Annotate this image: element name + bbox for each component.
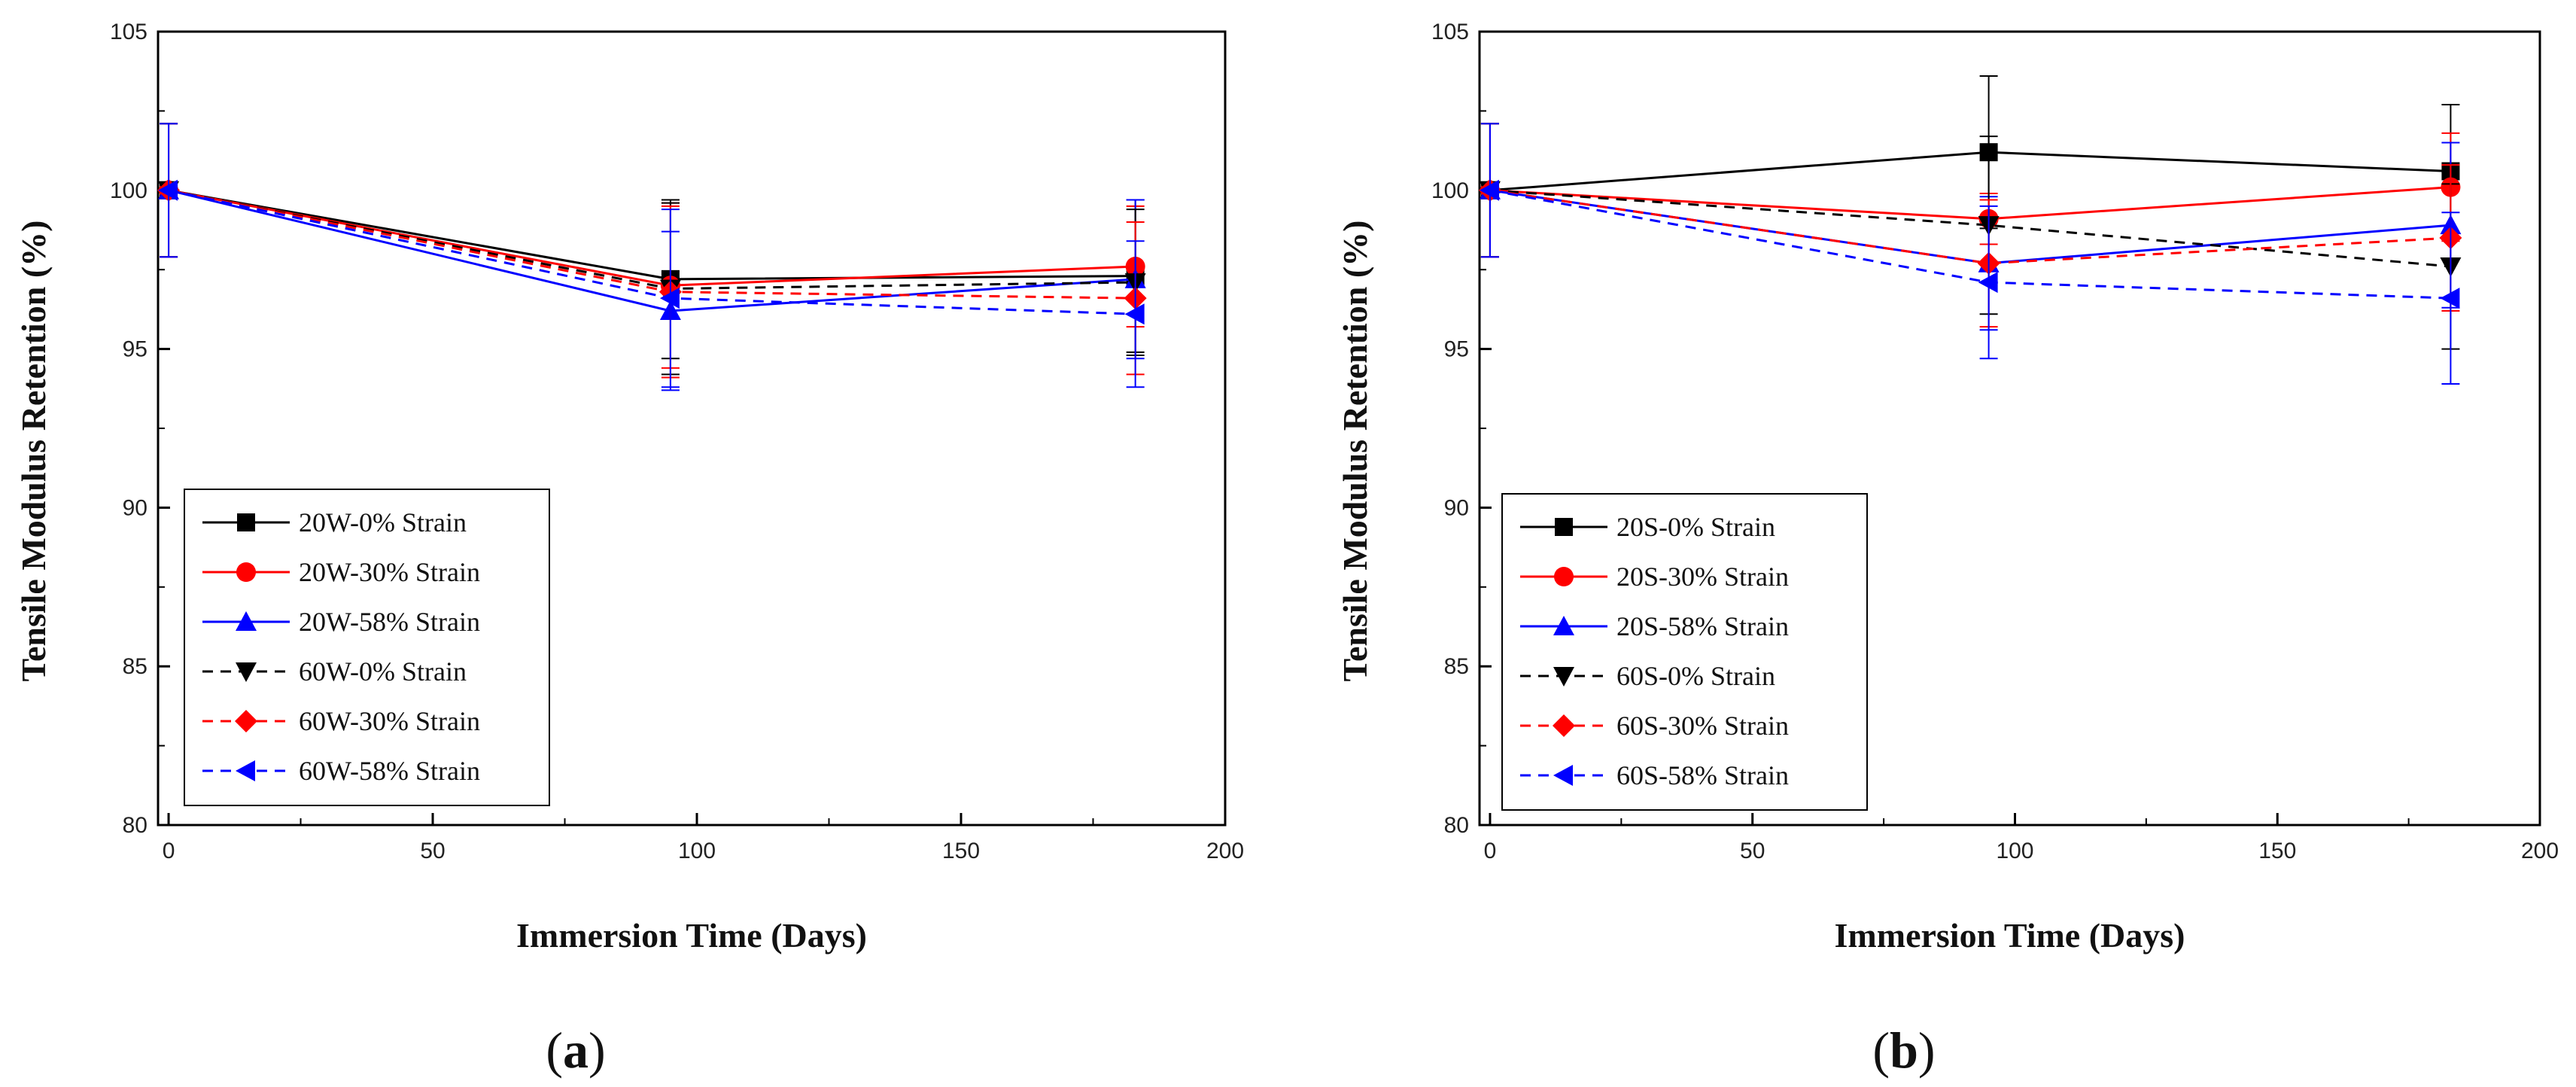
panel-b-ytick-label: 85 — [1444, 654, 1469, 679]
panel-a-marker-60w-58-strain-0 — [158, 179, 178, 201]
panel-a: 80 85 90 95 100 105 0 50 100 150 200 Immersion Time… — [14, 20, 1244, 1079]
panel-a-marker-60w-58-strain-1 — [659, 288, 680, 309]
panel-b-series-line-60s-58-strain — [1489, 189, 2451, 300]
panel-a-ytick-label: 90 — [123, 495, 148, 520]
panel-b-legend-label-60s-58-strain: 60S-58% Strain — [1616, 760, 1789, 790]
panel-b-legend-marker-20s-30-strain — [1554, 567, 1574, 586]
panel-b-marker-60s-58-strain-0 — [1479, 179, 1499, 201]
panel-a-legend-marker-20w-58-strain — [236, 611, 257, 631]
panel-b-legend: 20S-0% Strain 20S-30% Strain 20S-58% Strai… — [1501, 493, 1868, 811]
caption-letter: a — [563, 1022, 588, 1079]
panel-b-series-60s-58-strain — [1479, 123, 2460, 385]
panel-b-ytick-label: 105 — [1431, 20, 1469, 44]
panel-b-legend-marker-20s-58-strain — [1553, 616, 1574, 635]
panel-b-xtick-label: 150 — [2258, 839, 2296, 863]
panel-b-series-20s-0-strain — [1480, 75, 2460, 258]
panel-a-ytick-label: 95 — [123, 337, 148, 362]
panel-b-ytick-label: 90 — [1444, 495, 1469, 520]
panel-a-xtick-label: 0 — [163, 839, 175, 863]
panel-b-series-line-20s-30-strain — [1489, 186, 2451, 221]
panel-b: 80 85 90 95 100 105 0 50 100 150 200 Immersion Time… — [1336, 20, 2559, 1079]
panel-a-x-axis-title: Immersion Time (Days) — [516, 916, 867, 955]
panel-b-legend-marker-20s-0-strain — [1555, 518, 1573, 536]
panel-a-xtick-label: 50 — [420, 839, 445, 863]
panel-b-series-line-20s-0-strain — [1489, 151, 2451, 192]
panel-b-series-line-60s-30-strain — [1489, 189, 2451, 265]
panel-b-series-line-60s-0-strain — [1489, 189, 2451, 268]
panel-a-ytick-label: 100 — [110, 178, 148, 203]
panel-b-ytick-label: 95 — [1444, 337, 1469, 362]
panel-a-legend-label-60w-58-strain: 60W-58% Strain — [299, 756, 480, 786]
panel-b-ytick-label: 100 — [1431, 178, 1469, 203]
panel-b-legend-label-20s-30-strain: 20S-30% Strain — [1616, 562, 1789, 592]
panel-a-ytick-label: 105 — [110, 20, 148, 44]
panel-a-marker-60w-58-strain-2 — [1124, 303, 1145, 325]
panel-b-legend-label-20s-58-strain: 20S-58% Strain — [1616, 611, 1789, 641]
panel-b-marker-60s-58-strain-1 — [1978, 272, 1998, 294]
caption-paren-close: ) — [1918, 1022, 1936, 1079]
panel-a-series-20w-30-strain — [159, 123, 1145, 369]
panel-b-legend-marker-60s-58-strain — [1553, 765, 1573, 786]
panel-a-series-60w-30-strain — [157, 123, 1147, 379]
panel-a-legend-label-60w-30-strain: 60W-30% Strain — [299, 706, 480, 736]
panel-a-legend-label-20w-58-strain: 20W-58% Strain — [299, 607, 480, 637]
caption-letter: b — [1890, 1022, 1918, 1079]
panel-a-legend-label-20w-0-strain: 20W-0% Strain — [299, 507, 467, 537]
panel-a-xtick-label: 200 — [1206, 839, 1244, 863]
panel-b-xtick-label: 0 — [1484, 839, 1497, 863]
panel-b-legend-label-60s-30-strain: 60S-30% Strain — [1616, 711, 1789, 741]
panel-b-legend-box — [1501, 493, 1868, 811]
panel-b-ytick-label: 80 — [1444, 813, 1469, 838]
panel-a-xtick-label: 150 — [942, 839, 980, 863]
panel-a-series-20w-58-strain — [158, 123, 1146, 391]
panel-a-legend-label-20w-30-strain: 20W-30% Strain — [299, 557, 480, 587]
panel-b-xtick-label: 200 — [2521, 839, 2559, 863]
panel-a-legend-marker-20w-0-strain — [237, 513, 255, 531]
panel-a-series-line-20w-58-strain — [168, 189, 1136, 312]
panel-a-ytick-label: 85 — [123, 654, 148, 679]
panel-b-x-axis-title: Immersion Time (Days) — [1835, 916, 2185, 955]
caption-paren-open: ( — [1872, 1022, 1890, 1079]
panel-a-series-line-60w-0-strain — [168, 189, 1136, 290]
panel-a-ytick-label: 80 — [123, 813, 148, 838]
panel-a-xtick-label: 100 — [678, 839, 716, 863]
panel-a-legend-marker-60w-0-strain — [236, 662, 257, 682]
panel-b-y-axis-title: Tensile Modulus Retention (%) — [1336, 221, 1374, 682]
panel-b-xtick-label: 50 — [1740, 839, 1765, 863]
panel-a-caption: (a) — [546, 1022, 605, 1079]
panel-a-legend-marker-60w-30-strain — [235, 710, 257, 732]
panel-a-series-60w-58-strain — [158, 123, 1145, 388]
panel-a-series-line-20w-30-strain — [168, 189, 1136, 287]
panel-a-legend-marker-60w-58-strain — [236, 760, 255, 781]
panel-a-series-20w-0-strain — [160, 123, 1145, 360]
panel-a-series-line-20w-0-strain — [168, 189, 1136, 281]
panel-b-legend-marker-60s-0-strain — [1553, 667, 1574, 687]
panel-a-series-60w-0-strain — [158, 123, 1146, 376]
panel-a-legend-marker-20w-30-strain — [236, 562, 256, 582]
panel-b-legend-marker-60s-30-strain — [1553, 714, 1575, 737]
panel-a-y-axis-title: Tensile Modulus Retention (%) — [14, 221, 53, 682]
panel-b-caption: (b) — [1872, 1022, 1935, 1079]
caption-paren-open: ( — [546, 1022, 563, 1079]
panel-b-marker-60s-58-strain-2 — [2440, 288, 2460, 309]
panel-b-xtick-label: 100 — [1996, 839, 2033, 863]
panel-a-legend-label-60w-0-strain: 60W-0% Strain — [299, 656, 467, 687]
panel-a-legend: 20W-0% Strain 20W-30% Strain 20W-58% Strai… — [184, 489, 550, 806]
panel-a-legend-box — [184, 489, 550, 806]
caption-paren-close: ) — [588, 1022, 606, 1079]
panel-b-legend-label-20s-0-strain: 20S-0% Strain — [1616, 512, 1775, 542]
panel-b-legend-label-60s-0-strain: 60S-0% Strain — [1616, 661, 1775, 691]
